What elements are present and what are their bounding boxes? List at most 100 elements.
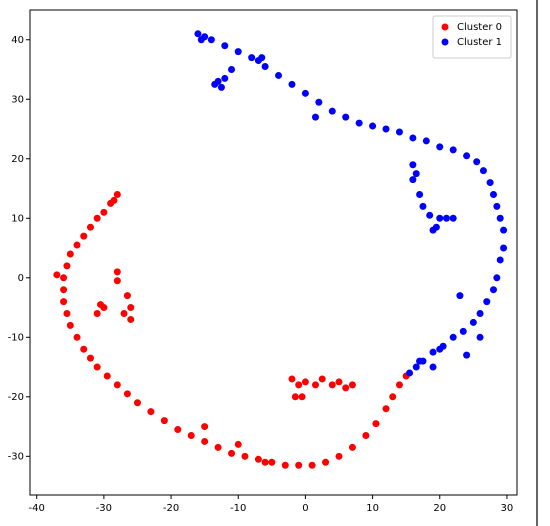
point xyxy=(311,381,319,389)
point xyxy=(496,256,504,264)
point xyxy=(409,161,417,169)
y-tick-label: -10 xyxy=(8,332,24,343)
point xyxy=(419,202,427,210)
point xyxy=(60,286,68,294)
point xyxy=(281,461,289,469)
point xyxy=(362,431,370,439)
legend-label: Cluster 1 xyxy=(457,37,502,48)
point xyxy=(174,426,182,434)
point xyxy=(500,226,508,234)
point xyxy=(228,66,236,74)
point xyxy=(295,381,303,389)
point xyxy=(429,363,437,371)
point xyxy=(207,36,215,44)
point xyxy=(93,214,101,222)
point xyxy=(372,420,380,428)
point xyxy=(395,381,403,389)
point xyxy=(301,378,309,386)
x-tick-label: 10 xyxy=(366,503,379,514)
point xyxy=(493,274,501,282)
point xyxy=(436,214,444,222)
point xyxy=(335,452,343,460)
point xyxy=(476,309,484,317)
point xyxy=(133,399,141,407)
point xyxy=(187,431,195,439)
y-tick-label: -20 xyxy=(8,392,24,403)
point xyxy=(389,393,397,401)
point xyxy=(228,449,236,457)
point xyxy=(348,381,356,389)
point xyxy=(412,363,420,371)
point xyxy=(73,241,81,249)
y-tick-label: 20 xyxy=(11,154,24,165)
point xyxy=(409,134,417,142)
point xyxy=(127,304,135,312)
x-tick-label: -20 xyxy=(163,503,179,514)
point xyxy=(291,393,299,401)
point xyxy=(442,214,450,222)
point xyxy=(395,128,403,136)
point xyxy=(268,458,276,466)
y-tick-label: 10 xyxy=(11,213,24,224)
legend-box xyxy=(432,15,512,59)
point xyxy=(234,48,242,56)
point xyxy=(120,309,128,317)
point xyxy=(127,315,135,323)
point xyxy=(221,74,229,82)
point xyxy=(298,393,306,401)
point xyxy=(416,357,424,365)
x-tick-label: -40 xyxy=(29,503,45,514)
y-tick-label: -30 xyxy=(8,451,24,462)
point xyxy=(107,199,115,207)
point xyxy=(436,143,444,151)
point xyxy=(86,223,94,231)
x-tick-label: 0 xyxy=(302,503,308,514)
point xyxy=(214,443,222,451)
x-tick-label: -30 xyxy=(96,503,112,514)
point xyxy=(100,208,108,216)
point xyxy=(328,381,336,389)
point xyxy=(342,384,350,392)
point xyxy=(500,244,508,252)
point xyxy=(123,390,131,398)
point xyxy=(449,214,457,222)
point xyxy=(211,80,219,88)
point xyxy=(254,455,262,463)
point xyxy=(66,321,74,329)
point xyxy=(416,190,424,198)
point xyxy=(113,190,121,198)
point xyxy=(93,309,101,317)
point xyxy=(436,345,444,353)
legend-marker xyxy=(441,23,449,31)
point xyxy=(248,54,256,62)
point xyxy=(382,125,390,133)
y-tick-label: 40 xyxy=(11,35,24,46)
point xyxy=(288,375,296,383)
point xyxy=(100,304,108,312)
point xyxy=(80,232,88,240)
point xyxy=(113,277,121,285)
point xyxy=(73,333,81,341)
point xyxy=(93,363,101,371)
point xyxy=(429,226,437,234)
point xyxy=(60,298,68,306)
point xyxy=(311,113,319,121)
point xyxy=(369,122,377,130)
legend-marker xyxy=(441,38,449,46)
point xyxy=(469,318,477,326)
points xyxy=(53,30,508,469)
point xyxy=(63,309,71,317)
point xyxy=(241,452,249,460)
point xyxy=(489,190,497,198)
point xyxy=(194,30,202,38)
point xyxy=(63,262,71,270)
point xyxy=(53,271,61,279)
point xyxy=(261,63,269,71)
point xyxy=(422,137,430,145)
y-tick-label: 0 xyxy=(18,273,24,284)
point xyxy=(355,119,363,127)
point xyxy=(113,268,121,276)
point xyxy=(322,458,330,466)
point xyxy=(456,292,464,300)
plot-frame xyxy=(29,9,518,496)
